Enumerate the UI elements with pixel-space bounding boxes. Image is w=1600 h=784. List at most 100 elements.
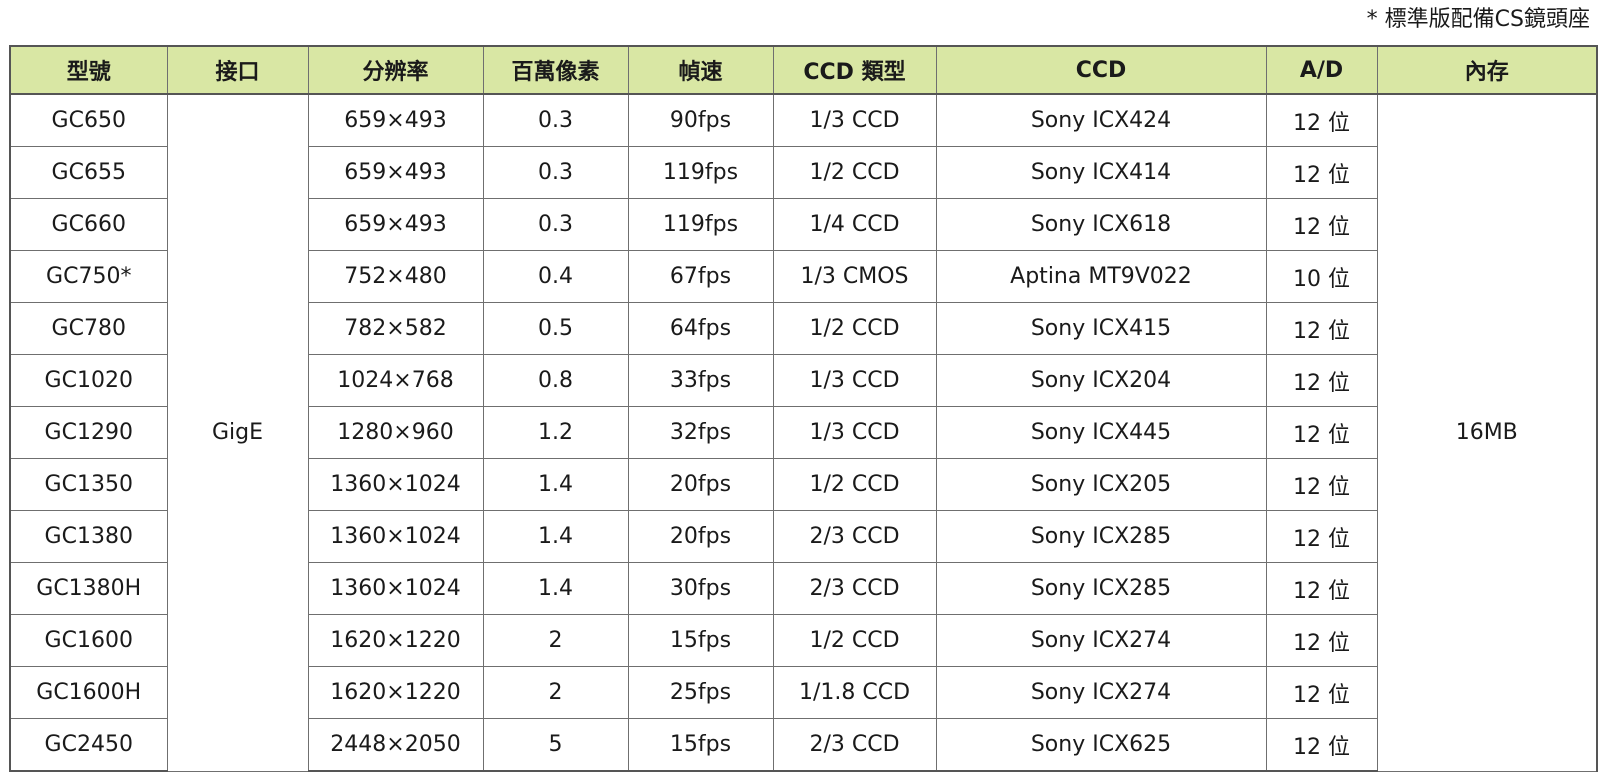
cell-megapixels: 0.3: [482, 146, 629, 199]
cell-sensor: Sony ICX415: [935, 302, 1267, 355]
table-body: GC650 GigE 659×493 0.3 90fps 1/3 CCD Sony ICX4…: [9, 93, 1598, 772]
cell-megapixels: 0.5: [482, 302, 629, 355]
cell-model: GC1290: [9, 406, 168, 459]
cell-resolution: 2448×2050: [307, 718, 484, 772]
cell-megapixels: 1.4: [482, 510, 629, 563]
table-row: GC1600 1620×1220 2 15fps 1/2 CCD Sony ICX274 1…: [9, 614, 1597, 667]
cell-ad: 12 位: [1265, 510, 1378, 563]
cell-ccd-type: 1/3 CCD: [772, 354, 937, 407]
cell-megapixels: 1.4: [482, 458, 629, 511]
cell-model: GC1380H: [9, 562, 168, 615]
cell-model: GC1020: [9, 354, 168, 407]
cell-frame-rate: 119fps: [627, 146, 774, 199]
header-resolution: 分辨率: [307, 45, 484, 95]
cell-resolution: 782×582: [307, 302, 484, 355]
header-megapixels: 百萬像素: [482, 45, 629, 95]
cell-model: GC750*: [9, 250, 168, 303]
cell-model: GC655: [9, 146, 168, 199]
cell-ad: 12 位: [1265, 302, 1378, 355]
cell-frame-rate: 25fps: [627, 666, 774, 719]
cell-memory: 16MB: [1376, 93, 1598, 772]
table-row: GC1600H 1620×1220 2 25fps 1/1.8 CCD Sony ICX2…: [9, 666, 1597, 719]
cell-ad: 12 位: [1265, 354, 1378, 407]
camera-spec-table: 型號 接口 分辨率 百萬像素 幀速 CCD 類型 CCD A/D 內存 GC65…: [9, 45, 1598, 772]
cell-sensor: Sony ICX274: [935, 614, 1267, 667]
header-model: 型號: [9, 45, 168, 95]
header-interface: 接口: [166, 45, 309, 95]
cell-ad: 12 位: [1265, 562, 1378, 615]
cell-resolution: 1360×1024: [307, 458, 484, 511]
cell-megapixels: 1.2: [482, 406, 629, 459]
header-ad: A/D: [1265, 45, 1378, 95]
cell-resolution: 659×493: [307, 146, 484, 199]
cell-ad: 12 位: [1265, 718, 1378, 772]
cell-resolution: 1280×960: [307, 406, 484, 459]
cell-ccd-type: 1/3 CMOS: [772, 250, 937, 303]
cell-sensor: Sony ICX625: [935, 718, 1267, 772]
cell-ccd-type: 1/4 CCD: [772, 198, 937, 251]
cell-ccd-type: 2/3 CCD: [772, 510, 937, 563]
cell-resolution: 752×480: [307, 250, 484, 303]
cell-model: GC650: [9, 93, 168, 147]
cell-megapixels: 5: [482, 718, 629, 772]
cell-model: GC1380: [9, 510, 168, 563]
cell-interface: GigE: [166, 93, 309, 772]
cell-sensor: Sony ICX618: [935, 198, 1267, 251]
cell-ccd-type: 2/3 CCD: [772, 718, 937, 772]
table-row: GC660 659×493 0.3 119fps 1/4 CCD Sony ICX618 1…: [9, 198, 1597, 251]
cell-sensor: Sony ICX285: [935, 562, 1267, 615]
header-sensor: CCD: [935, 45, 1267, 95]
cell-resolution: 1620×1220: [307, 666, 484, 719]
cell-ccd-type: 1/2 CCD: [772, 614, 937, 667]
header-ccd-type: CCD 類型: [772, 45, 937, 95]
table-header-row: 型號 接口 分辨率 百萬像素 幀速 CCD 類型 CCD A/D 內存: [9, 45, 1598, 95]
cell-megapixels: 0.3: [482, 93, 629, 147]
cell-frame-rate: 30fps: [627, 562, 774, 615]
cell-ad: 12 位: [1265, 666, 1378, 719]
cell-sensor: Sony ICX445: [935, 406, 1267, 459]
table-row: GC780 782×582 0.5 64fps 1/2 CCD Sony ICX415 12…: [9, 302, 1597, 355]
cell-megapixels: 2: [482, 666, 629, 719]
cell-ccd-type: 2/3 CCD: [772, 562, 937, 615]
cell-ad: 12 位: [1265, 614, 1378, 667]
table-row: GC1380 1360×1024 1.4 20fps 2/3 CCD Sony ICX28…: [9, 510, 1597, 563]
table-row: GC750* 752×480 0.4 67fps 1/3 CMOS Aptina MT9V…: [9, 250, 1597, 303]
cell-sensor: Sony ICX424: [935, 93, 1267, 147]
cell-ccd-type: 1/3 CCD: [772, 406, 937, 459]
cell-megapixels: 0.8: [482, 354, 629, 407]
cell-ccd-type: 1/2 CCD: [772, 302, 937, 355]
cell-ad: 12 位: [1265, 146, 1378, 199]
cell-sensor: Sony ICX204: [935, 354, 1267, 407]
header-frame-rate: 幀速: [627, 45, 774, 95]
header-memory: 內存: [1376, 45, 1598, 95]
cell-ad: 10 位: [1265, 250, 1378, 303]
cell-ad: 12 位: [1265, 406, 1378, 459]
cell-model: GC1600H: [9, 666, 168, 719]
table-row: GC650 GigE 659×493 0.3 90fps 1/3 CCD Sony ICX4…: [9, 93, 1598, 772]
cell-megapixels: 1.4: [482, 562, 629, 615]
table-row: GC1380H 1360×1024 1.4 30fps 2/3 CCD Sony ICX2…: [9, 562, 1597, 615]
cell-ccd-type: 1/3 CCD: [772, 93, 937, 147]
cell-sensor: Sony ICX285: [935, 510, 1267, 563]
cell-ad: 12 位: [1265, 198, 1378, 251]
cell-resolution: 1360×1024: [307, 562, 484, 615]
cell-ccd-type: 1/2 CCD: [772, 146, 937, 199]
cell-ccd-type: 1/2 CCD: [772, 458, 937, 511]
cell-frame-rate: 15fps: [627, 614, 774, 667]
cell-frame-rate: 32fps: [627, 406, 774, 459]
cell-frame-rate: 67fps: [627, 250, 774, 303]
cell-megapixels: 0.4: [482, 250, 629, 303]
table-row: GC1350 1360×1024 1.4 20fps 1/2 CCD Sony ICX20…: [9, 458, 1597, 511]
cell-model: GC780: [9, 302, 168, 355]
cell-ad: 12 位: [1265, 93, 1378, 147]
cell-resolution: 659×493: [307, 198, 484, 251]
table-row: GC1290 1280×960 1.2 32fps 1/3 CCD Sony ICX445…: [9, 406, 1597, 459]
footnote-note: * 標準版配備CS鏡頭座: [1366, 7, 1590, 32]
cell-frame-rate: 119fps: [627, 198, 774, 251]
cell-frame-rate: 33fps: [627, 354, 774, 407]
cell-sensor: Sony ICX205: [935, 458, 1267, 511]
cell-frame-rate: 64fps: [627, 302, 774, 355]
cell-model: GC1600: [9, 614, 168, 667]
cell-frame-rate: 90fps: [627, 93, 774, 147]
cell-resolution: 1024×768: [307, 354, 484, 407]
